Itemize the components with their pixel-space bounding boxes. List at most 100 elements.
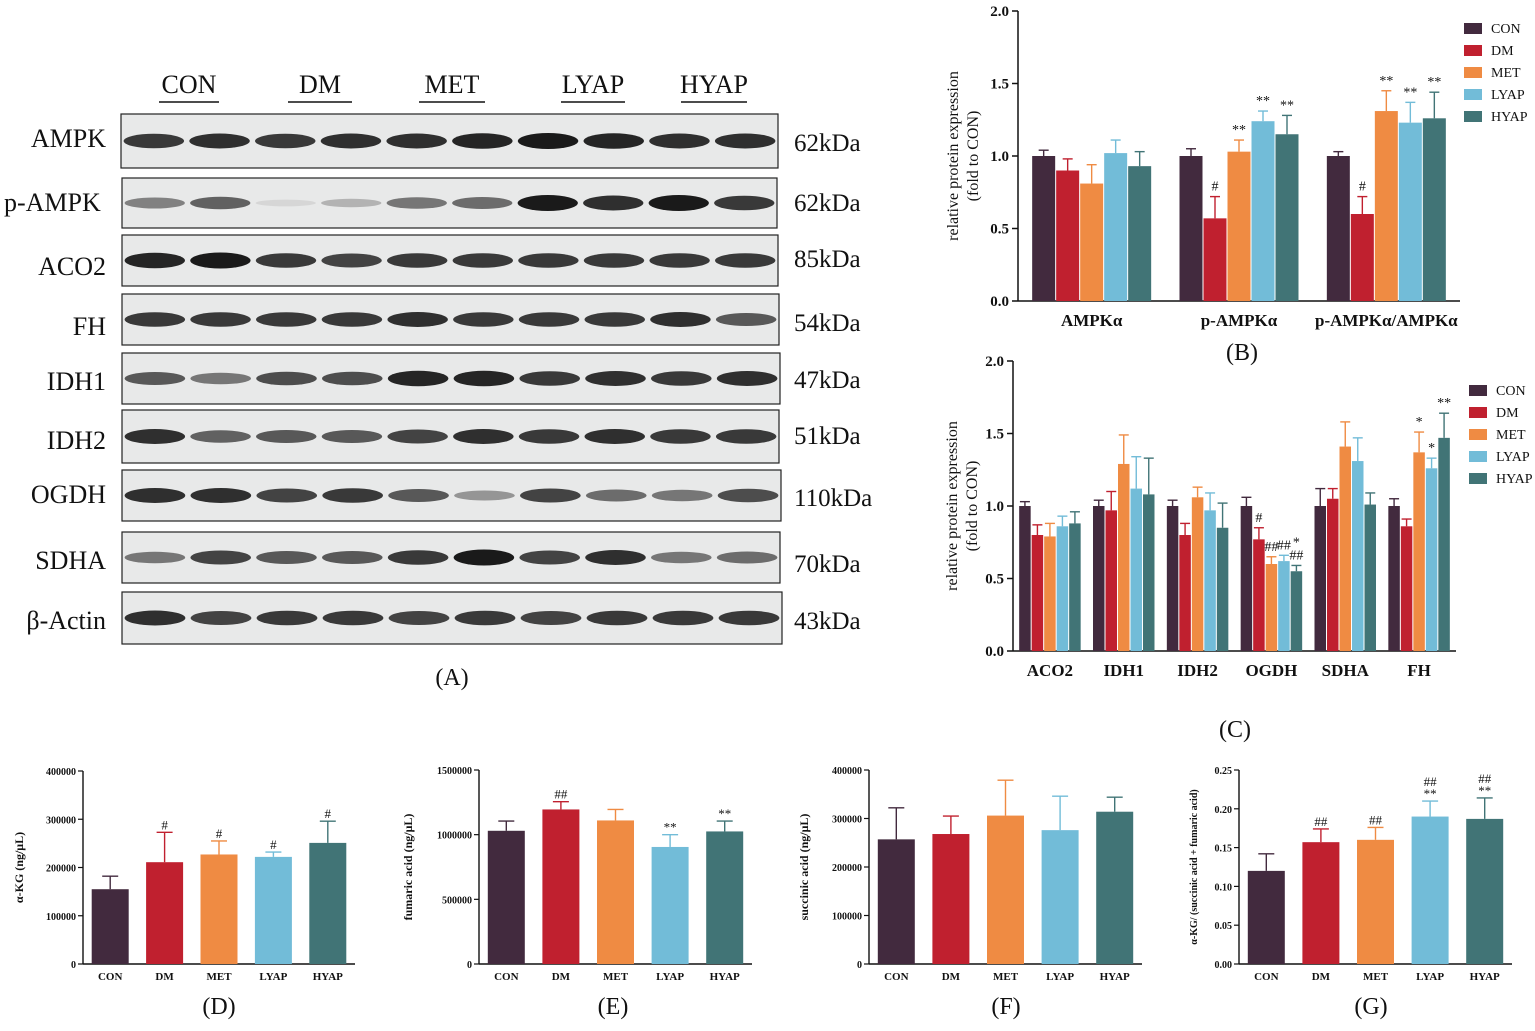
bar — [1019, 506, 1031, 651]
y-tick-label: 1.5 — [985, 427, 1004, 443]
y-label-group: relative protein expression (fold to CON) — [944, 421, 981, 591]
blot-band — [322, 610, 384, 626]
blot-band — [651, 551, 712, 564]
blot-band — [124, 610, 186, 626]
significance-mark: # — [1212, 180, 1219, 195]
bar — [309, 842, 347, 964]
legend-label: CON — [1496, 384, 1526, 399]
significance-mark: ** — [1379, 74, 1393, 89]
bar — [1179, 535, 1191, 651]
y-tick-label: 0.00 — [1215, 960, 1233, 971]
x-tick-label: LYAP — [1416, 971, 1444, 983]
blot-band — [584, 312, 645, 327]
x-tick-label: DM — [552, 971, 571, 983]
blot-band — [123, 133, 185, 149]
blot-band — [124, 372, 186, 385]
y-axis-label: relative protein expression — [945, 71, 962, 241]
bar — [1327, 498, 1339, 651]
blot-band — [517, 195, 578, 211]
bar — [1032, 156, 1056, 301]
x-tick-label: MET — [603, 971, 629, 983]
blot-band — [585, 550, 646, 565]
bar — [1247, 870, 1285, 964]
blot-band — [519, 550, 580, 565]
bar — [1093, 506, 1105, 651]
y-label-group: relative protein expression (fold to CON) — [945, 71, 982, 241]
blot-band — [453, 370, 515, 387]
blot-band — [190, 252, 251, 269]
blot-band — [124, 429, 186, 444]
x-tick-label: ACO2 — [1027, 661, 1073, 680]
bar — [542, 809, 580, 964]
panel-label: (D) — [202, 994, 235, 1020]
y-label-group: succinic acid (ng/μL) — [797, 814, 811, 921]
bar — [487, 830, 525, 964]
blot-band — [452, 133, 513, 149]
significance-mark: # — [1359, 180, 1366, 195]
y-axis-label: (fold to CON) — [965, 111, 982, 202]
blot-band — [387, 370, 449, 387]
bar — [1118, 463, 1130, 651]
bar — [200, 854, 238, 964]
legend-swatch — [1469, 407, 1487, 418]
y-tick-label: 200000 — [832, 863, 862, 874]
significance-mark: ## — [1478, 771, 1492, 786]
bar — [1104, 153, 1128, 301]
bar — [1357, 839, 1394, 964]
chart-B: 0.0 0.5 1.0 1.5 2.0 relative protein expressi… — [945, 4, 1528, 366]
x-tick-label: MET — [993, 971, 1019, 983]
x-tick-label: AMPKα — [1061, 311, 1123, 330]
bar — [1350, 214, 1374, 301]
lane-header: LYAP — [562, 70, 624, 99]
bar — [1364, 504, 1376, 651]
significance-mark: ## — [1277, 538, 1291, 553]
blot-band — [322, 551, 383, 564]
y-tick-label: 0.25 — [1215, 766, 1233, 777]
western-blot-panel: CON DM MET LYAP HYAP AMPK 62kDa p-AMPK 62kDa ACO2… — [4, 70, 872, 691]
blot-band — [387, 312, 448, 327]
legend-swatch — [1469, 451, 1487, 462]
panel-label: (E) — [598, 994, 629, 1020]
blot-band — [714, 133, 776, 149]
bar — [651, 846, 689, 964]
significance-mark: ** — [1280, 98, 1294, 113]
x-tick-label: CON — [1254, 971, 1279, 983]
significance-mark: ** — [1256, 94, 1270, 109]
blot-band — [190, 550, 251, 565]
blot-band — [650, 312, 711, 327]
x-tick-label: p-AMPKα — [1201, 311, 1278, 330]
legend-swatch — [1464, 89, 1482, 100]
y-tick-label: 100000 — [832, 912, 862, 923]
blot-band — [585, 489, 647, 502]
significance-mark: ## — [1424, 774, 1438, 789]
blot-band — [518, 429, 580, 444]
y-axis-label: (fold to CON) — [964, 461, 981, 552]
blot-band — [256, 312, 317, 327]
blot-band — [716, 551, 778, 564]
blot-band — [190, 488, 252, 503]
bar — [1314, 506, 1326, 651]
significance-mark: ** — [1232, 123, 1246, 138]
blot-band — [454, 610, 516, 626]
blot-band — [387, 429, 448, 444]
significance-mark: ** — [718, 806, 731, 821]
x-tick-label: HYAP — [313, 971, 343, 983]
lane-header: DM — [299, 70, 341, 99]
significance-mark: # — [1255, 511, 1262, 526]
bar — [1130, 488, 1142, 651]
bar — [1339, 446, 1351, 651]
protein-label: OGDH — [31, 480, 106, 509]
x-tick-label: HYAP — [1470, 971, 1500, 983]
y-tick-label: 0 — [857, 960, 862, 971]
bar — [1096, 811, 1134, 964]
kda-label: 62kDa — [794, 130, 861, 157]
legend-swatch — [1464, 111, 1482, 122]
bar — [1069, 523, 1081, 651]
blot-band — [583, 133, 644, 149]
blot-band — [124, 312, 186, 327]
x-tick-label: MET — [206, 971, 232, 983]
bar — [146, 862, 184, 964]
x-tick-label: LYAP — [259, 971, 287, 983]
blot-band — [452, 197, 513, 209]
